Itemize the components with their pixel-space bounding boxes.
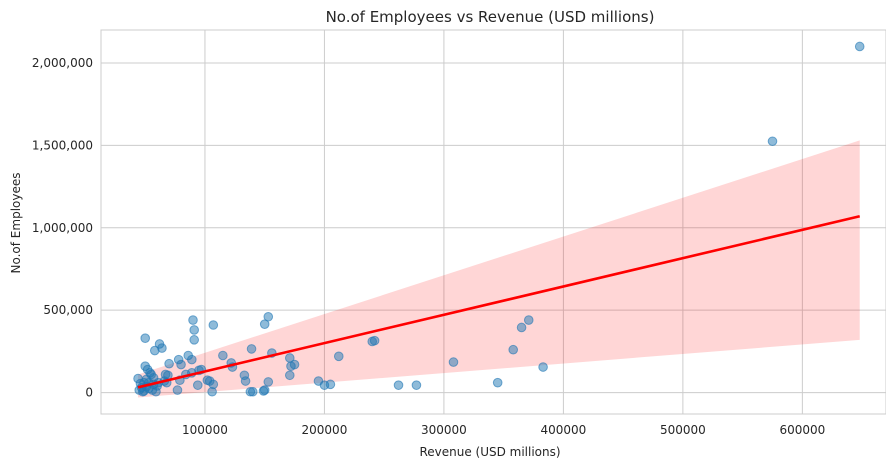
data-point xyxy=(239,370,250,381)
data-point xyxy=(284,370,295,381)
regression-line-group xyxy=(137,214,861,389)
data-point xyxy=(202,375,213,386)
data-point xyxy=(188,315,198,325)
data-point xyxy=(208,320,219,330)
data-point xyxy=(189,325,199,335)
data-point xyxy=(286,361,296,372)
data-point xyxy=(284,353,295,363)
data-point xyxy=(411,380,422,390)
x-tick-label: 300000 xyxy=(421,423,467,437)
y-tick-label: 500,000 xyxy=(43,303,93,317)
data-point xyxy=(538,362,548,372)
y-tick-labels: 0 500,000 1,000,000 1,500,000 2,000,000 xyxy=(32,56,93,400)
data-point xyxy=(189,335,199,345)
grid-lines xyxy=(101,30,886,414)
data-point xyxy=(164,358,174,369)
data-point xyxy=(516,322,527,333)
data-point xyxy=(172,385,183,395)
x-tick-label: 500000 xyxy=(660,423,706,437)
x-axis-label: Revenue (USD millions) xyxy=(419,445,560,459)
y-axis-label: No.of Employees xyxy=(9,173,23,274)
data-point xyxy=(246,344,257,354)
y-tick-label: 1,500,000 xyxy=(32,138,93,152)
data-point xyxy=(508,344,519,355)
x-tick-labels: 100000 200000 300000 400000 500000 600000 xyxy=(182,423,825,437)
chart-title: No.of Employees vs Revenue (USD millions… xyxy=(326,8,655,26)
confidence-band xyxy=(138,140,860,398)
x-tick-label: 100000 xyxy=(182,423,228,437)
data-point xyxy=(245,386,256,397)
data-point xyxy=(259,319,270,329)
plot-frame xyxy=(100,29,886,415)
regression-line xyxy=(137,214,861,389)
data-point xyxy=(448,357,459,367)
data-point xyxy=(183,350,194,361)
x-tick-label: 200000 xyxy=(302,423,348,437)
y-tick-label: 0 xyxy=(85,386,93,400)
data-point xyxy=(263,377,274,387)
data-point xyxy=(173,354,184,365)
data-point xyxy=(854,41,865,52)
data-point xyxy=(133,373,143,384)
data-point xyxy=(333,351,344,362)
x-tick-label: 600000 xyxy=(779,423,825,437)
data-point xyxy=(218,350,228,361)
y-tick-label: 1,000,000 xyxy=(32,221,93,235)
data-point xyxy=(258,386,269,396)
data-point xyxy=(149,345,160,356)
confidence-interval-band xyxy=(138,140,860,398)
data-point xyxy=(767,136,778,147)
data-point xyxy=(140,333,151,343)
data-point xyxy=(140,361,151,372)
data-point xyxy=(492,377,503,388)
data-point xyxy=(523,315,534,325)
data-point xyxy=(207,386,217,397)
data-point xyxy=(393,380,404,390)
y-tick-label: 2,000,000 xyxy=(32,56,93,70)
data-point xyxy=(367,336,378,347)
data-point xyxy=(154,339,165,349)
x-tick-label: 400000 xyxy=(540,423,586,437)
data-point xyxy=(313,376,324,386)
data-point xyxy=(192,380,203,390)
